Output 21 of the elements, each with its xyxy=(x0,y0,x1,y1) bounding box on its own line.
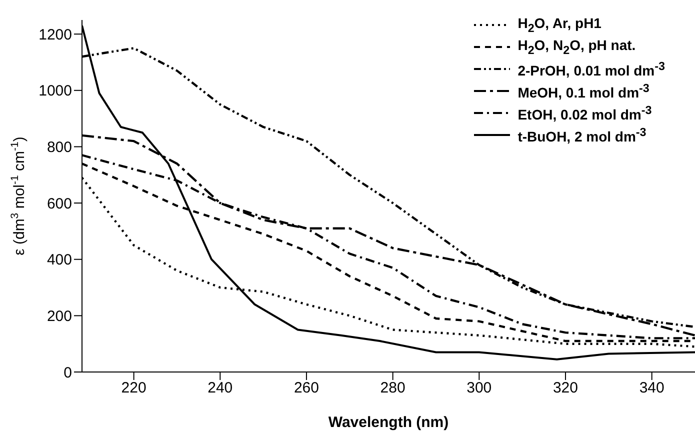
y-tick-label: 1200 xyxy=(38,26,72,44)
x-tick-label: 220 xyxy=(121,380,146,397)
x-tick-label: 320 xyxy=(552,380,578,397)
y-tick-label: 1000 xyxy=(38,82,72,100)
x-tick-label: 240 xyxy=(208,380,233,397)
y-tick-label: 200 xyxy=(46,308,72,326)
legend-label: EtOH, 0.02 mol dm$^{-3}$ xyxy=(518,104,652,122)
legend-label: t-BuOH, 2 mol dm$^{-3}$ xyxy=(518,126,646,144)
legend-label: H$_{2}$O, Ar, pH1 xyxy=(518,15,602,35)
y-tick-label: 0 xyxy=(64,364,72,382)
y-tick-label: 400 xyxy=(46,252,72,269)
y-tick-label: 600 xyxy=(46,195,72,212)
legend-label: 2-PrOH, 0.01 mol dm$^{-3}$ xyxy=(518,60,665,78)
x-tick-label: 300 xyxy=(466,380,492,397)
legend-label: H$_{2}$O, N$_{2}$O, pH nat. xyxy=(518,37,636,57)
x-tick-label: 260 xyxy=(294,380,319,397)
x-tick-label: 340 xyxy=(639,380,664,397)
x-axis-title: Wavelength (nm) xyxy=(328,414,449,431)
legend-label: MeOH, 0.1 mol dm$^{-3}$ xyxy=(518,82,650,100)
y-tick-label: 800 xyxy=(46,139,72,156)
x-tick-label: 280 xyxy=(380,380,406,397)
